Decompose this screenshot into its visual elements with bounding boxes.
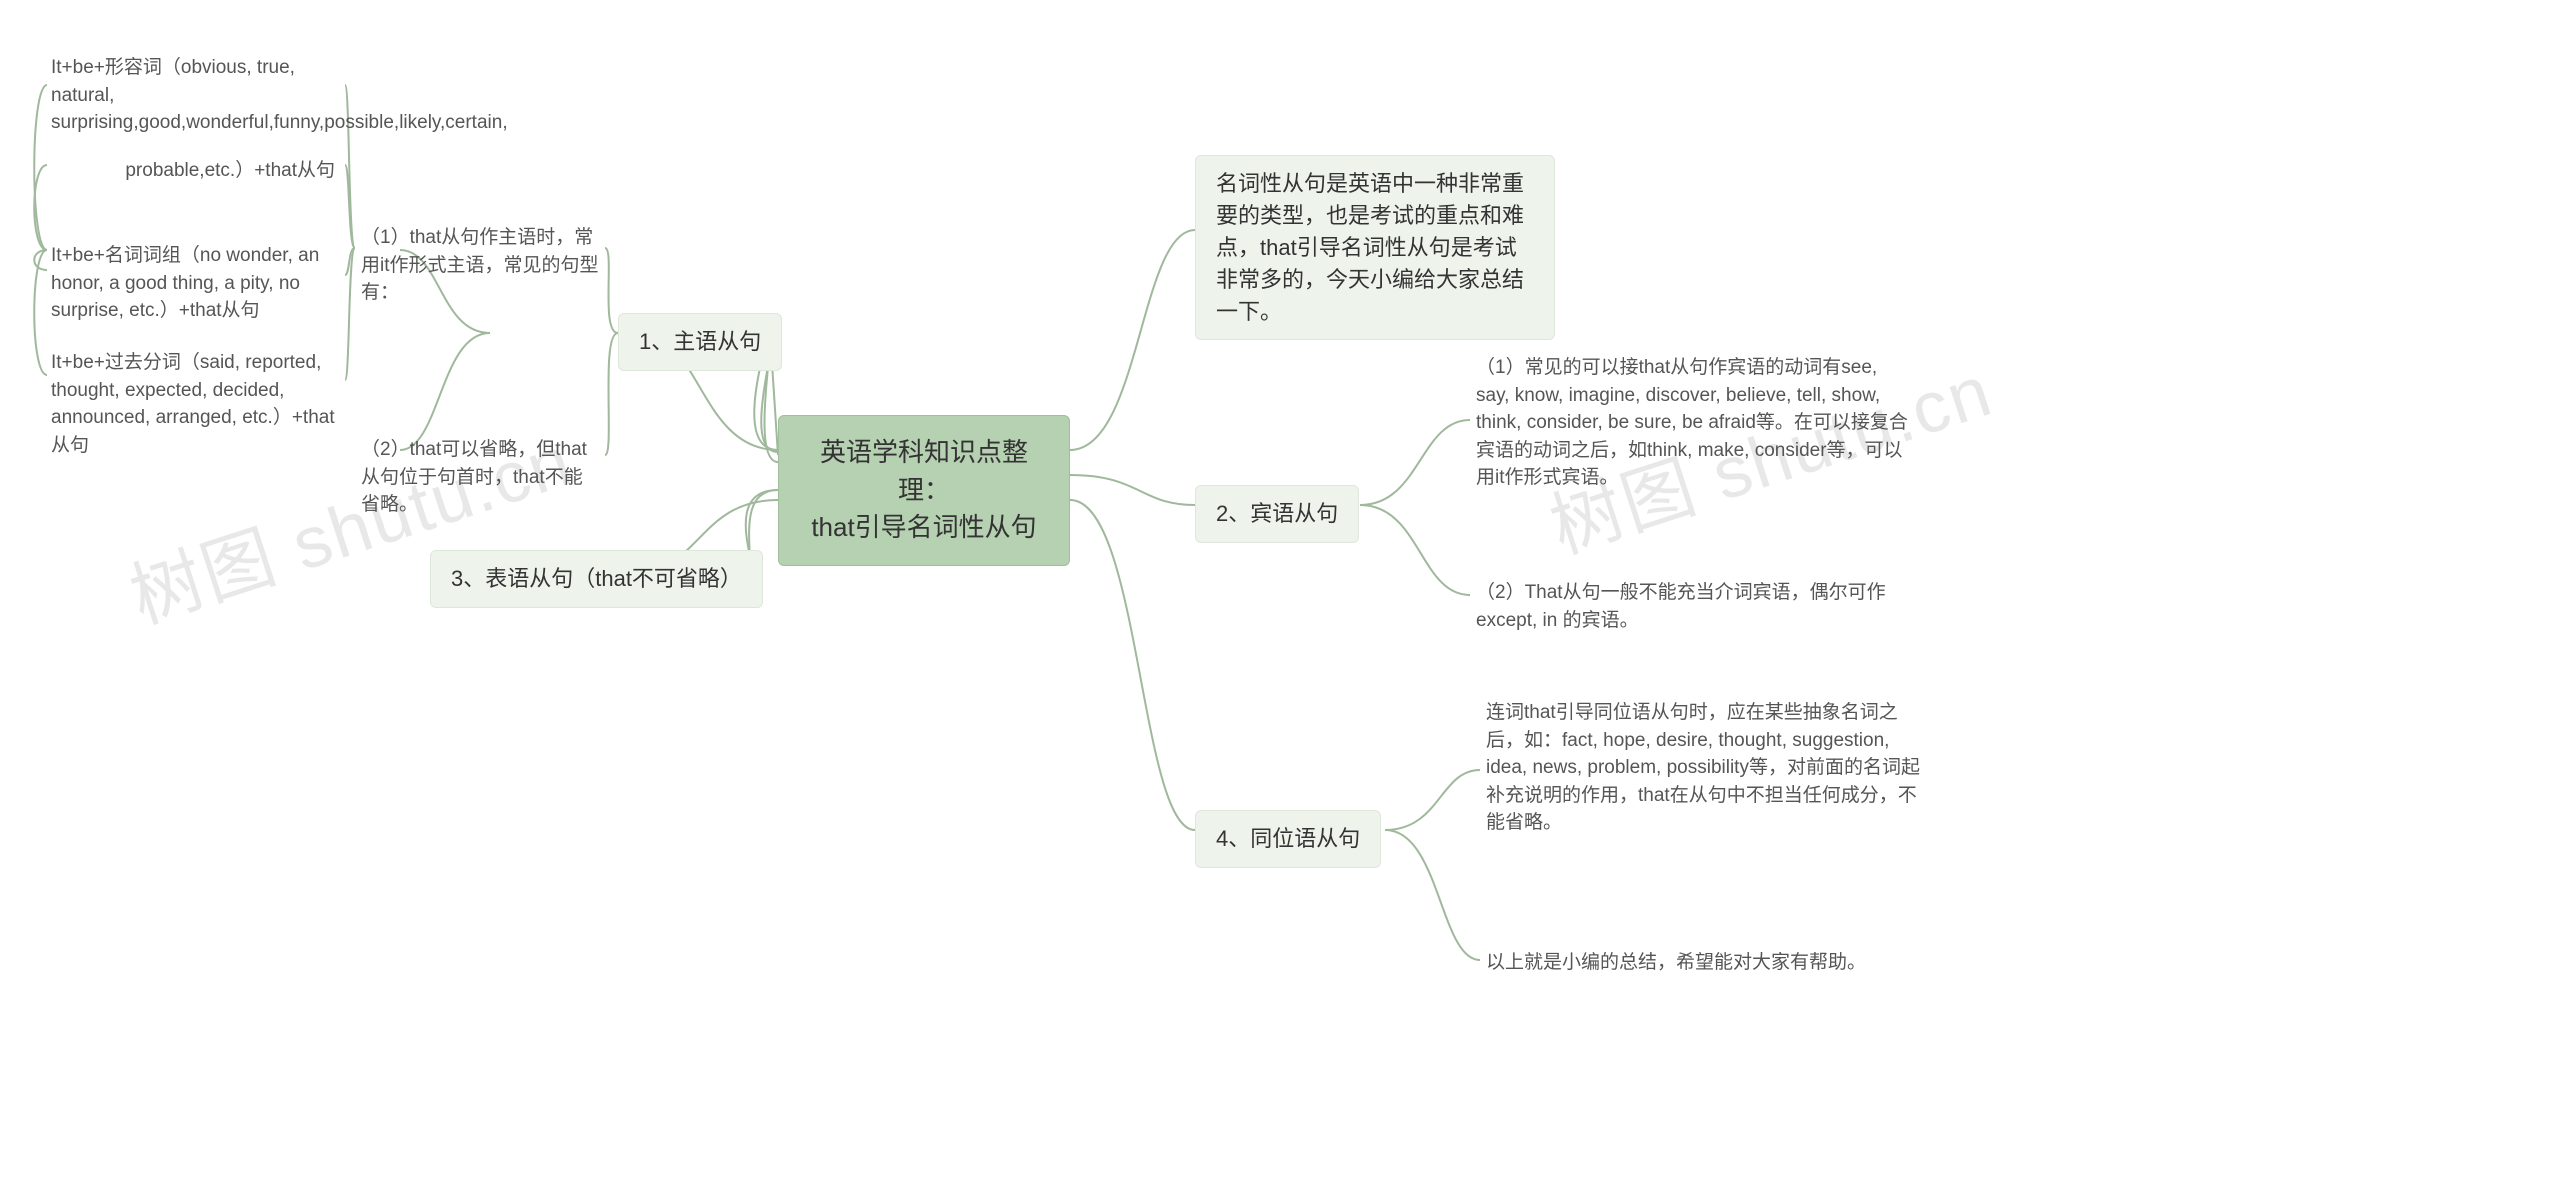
subject-clause-point-one: （1）that从句作主语时，常用it作形式主语，常见的句型有： bbox=[355, 220, 605, 311]
subject-clause-point-two: （2）that可以省略，但that从句位于句首时，that不能省略。 bbox=[355, 432, 605, 523]
subject-p1-leaf-1: It+be+形容词（obvious, true, natural, surpri… bbox=[45, 50, 345, 141]
intro-box: 名词性从句是英语中一种非常重要的类型，也是考试的重点和难点，that引导名词性从… bbox=[1195, 155, 1555, 340]
subject-p1-leaf-3: It+be+名词词组（no wonder, an honor, a good t… bbox=[45, 238, 345, 329]
object-clause-point2: （2）That从句一般不能充当介词宾语，偶尔可作except, in 的宾语。 bbox=[1470, 575, 1920, 638]
root-node: 英语学科知识点整理： that引导名词性从句 bbox=[778, 415, 1070, 566]
predicative-clause-node: 3、表语从句（that不可省略） bbox=[430, 550, 763, 608]
appositive-clause-node: 4、同位语从句 bbox=[1195, 810, 1381, 868]
subject-p1-leaf-4: It+be+过去分词（said, reported, thought, expe… bbox=[45, 345, 345, 463]
appositive-clause-point1: 连词that引导同位语从句时，应在某些抽象名词之后，如：fact, hope, … bbox=[1480, 695, 1940, 841]
root-title-line1: 英语学科知识点整理： bbox=[801, 434, 1047, 509]
subject-clause-node: 1、主语从句 bbox=[618, 313, 782, 371]
root-title-line2: that引导名词性从句 bbox=[801, 509, 1047, 547]
appositive-closing: 以上就是小编的总结，希望能对大家有帮助。 bbox=[1480, 945, 1940, 981]
subject-p1-leaf-2: probable,etc.）+that从句 bbox=[45, 153, 345, 189]
object-clause-node: 2、宾语从句 bbox=[1195, 485, 1359, 543]
object-clause-point1: （1）常见的可以接that从句作宾语的动词有see, say, know, im… bbox=[1470, 350, 1920, 496]
